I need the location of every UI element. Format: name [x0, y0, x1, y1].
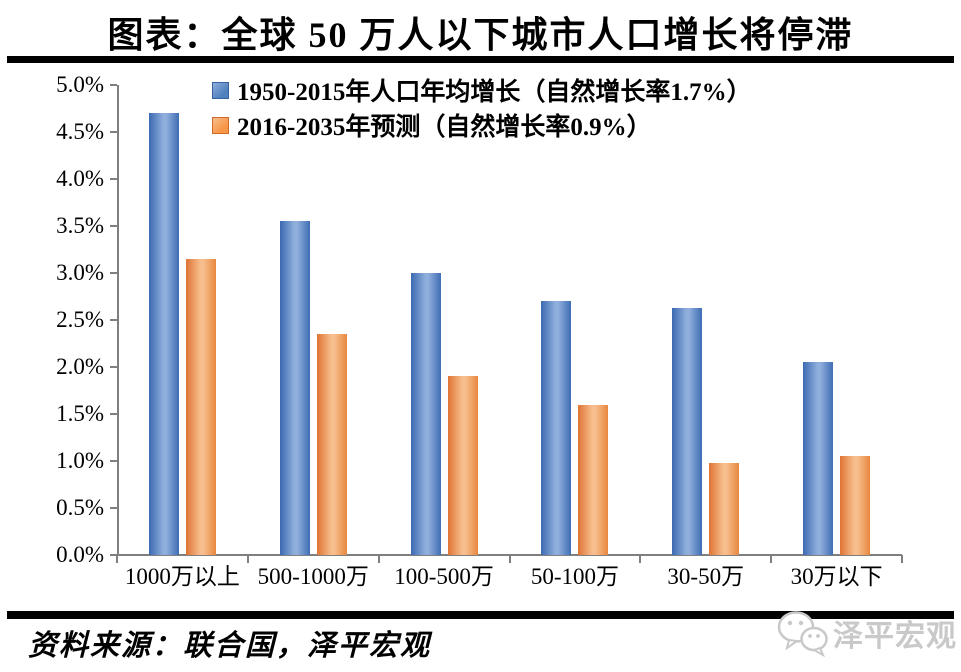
bar [541, 301, 572, 555]
bar [316, 334, 347, 555]
x-tick [508, 555, 511, 563]
divider-bottom [7, 611, 954, 619]
chart-title: 图表：全球 50 万人以下城市人口增长将停滞 [107, 15, 854, 55]
legend-label: 2016-2035年预测（自然增长率0.9%） [237, 114, 652, 141]
y-tick [110, 131, 117, 133]
watermark: 泽平宏观 [777, 608, 957, 658]
y-tick-label: 2.0% [56, 354, 104, 379]
chart-legend: 1950-2015年人口年均增长（自然增长率1.7%） 2016-2035年预测（… [212, 74, 752, 144]
source-note: 资料来源：联合国，泽平宏观 [28, 630, 432, 662]
wechat-icon [777, 611, 828, 658]
x-category-label: 1000万以上 [124, 564, 240, 589]
bar [185, 258, 216, 555]
x-category-label: 30万以下 [790, 564, 883, 589]
y-tick-label: 3.0% [56, 260, 104, 285]
y-tick-label: 4.0% [56, 166, 104, 191]
bar [447, 376, 478, 555]
y-tick [110, 84, 117, 86]
y-tick-label: 4.5% [56, 119, 104, 144]
legend-swatch [212, 116, 229, 134]
legend-label: 1950-2015年人口年均增长（自然增长率1.7%） [237, 79, 752, 106]
divider-top [7, 56, 954, 63]
y-tick [110, 554, 117, 556]
legend-item: 1950-2015年人口年均增长（自然增长率1.7%） [212, 74, 752, 106]
y-tick [110, 272, 117, 274]
legend-swatch [212, 81, 229, 99]
x-category-label: 500-1000万 [257, 564, 369, 589]
y-tick [110, 413, 117, 415]
y-tick-label: 5.0% [56, 72, 104, 97]
bar [578, 404, 609, 555]
bar [672, 307, 703, 555]
x-tick [901, 555, 903, 563]
y-tick-label: 0.5% [56, 495, 104, 520]
y-tick-label: 0.0% [56, 542, 104, 567]
y-tick-label: 1.5% [56, 401, 104, 426]
x-tick [377, 555, 380, 563]
y-tick-label: 1.0% [56, 448, 104, 473]
y-tick [110, 178, 117, 180]
y-axis-line [117, 85, 119, 555]
y-tick [110, 507, 117, 509]
x-tick [770, 555, 773, 563]
y-tick-label: 3.5% [56, 213, 104, 238]
bar [840, 456, 871, 555]
y-tick-label: 2.5% [56, 307, 104, 332]
y-tick [110, 319, 117, 321]
y-tick [110, 366, 117, 368]
x-category-label: 30-50万 [667, 564, 745, 589]
x-category-label: 100-500万 [394, 564, 494, 589]
bar [709, 462, 740, 555]
watermark-label: 泽平宏观 [833, 620, 957, 653]
y-tick [110, 225, 117, 227]
x-tick [116, 555, 118, 563]
bar [279, 221, 310, 555]
x-category-label: 50-100万 [530, 564, 619, 589]
legend-item: 2016-2035年预测（自然增长率0.9%） [212, 109, 752, 141]
x-tick [246, 555, 249, 563]
bar [148, 113, 179, 555]
bar [410, 273, 441, 555]
y-tick [110, 460, 117, 462]
x-tick [639, 555, 642, 563]
bar [803, 362, 834, 555]
